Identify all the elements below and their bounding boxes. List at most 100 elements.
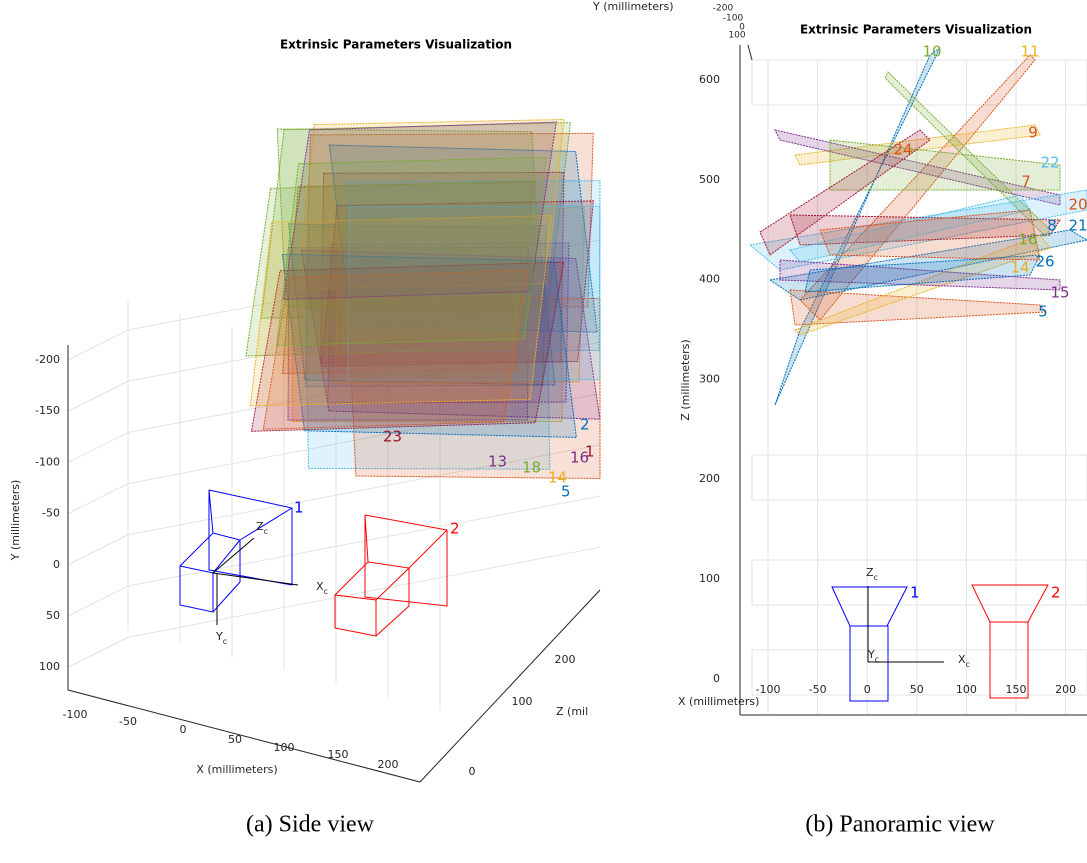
axis-subscript: c xyxy=(875,655,879,664)
calibration-plane xyxy=(789,214,1061,246)
caption: (b) Panoramic view xyxy=(805,812,995,838)
y-tick-label: -200 xyxy=(35,353,60,366)
plane-label: 9 xyxy=(1028,124,1038,142)
calibration-plane xyxy=(320,200,594,367)
plane-label: 1 xyxy=(585,443,595,461)
calibration-plane xyxy=(304,132,594,310)
calibration-plane xyxy=(799,54,1036,321)
axis-letter: X xyxy=(316,580,324,593)
camera-box xyxy=(849,625,889,702)
calibration-plane xyxy=(300,249,601,420)
calibration-plane xyxy=(282,121,557,300)
x-axis-label: X (millimeters) xyxy=(678,695,759,708)
z-tick-label: 300 xyxy=(699,372,720,385)
plane-label: 16 xyxy=(570,449,589,467)
calibration-plane xyxy=(250,261,565,432)
calibration-plane xyxy=(804,254,1041,293)
x-tick-label: 150 xyxy=(328,748,349,761)
x-tick-label: -100 xyxy=(756,683,781,696)
plane-label: 15 xyxy=(1050,284,1069,302)
plane-label: 8 xyxy=(1047,217,1057,235)
x-tick-label: -50 xyxy=(809,683,827,696)
grid-line xyxy=(127,393,601,485)
z-tick-label: 200 xyxy=(699,472,720,485)
y-tick-label: -100 xyxy=(723,14,744,24)
z-axis-label: Z (millimeters) xyxy=(679,339,692,420)
x-tick-label: 0 xyxy=(180,723,187,736)
axis-subscript: c xyxy=(223,637,227,646)
axis-subscript: c xyxy=(324,587,328,596)
calibration-plane xyxy=(794,234,1051,336)
plane-label: 5 xyxy=(561,483,571,501)
plane-label: 23 xyxy=(383,428,402,446)
axis-letter: X xyxy=(958,653,966,666)
camera-axis-label: Zc xyxy=(256,520,268,536)
calibration-plane xyxy=(884,71,1051,237)
camera-label: 2 xyxy=(1051,584,1061,602)
axis-letter: Y xyxy=(215,630,223,643)
axis-subscript: c xyxy=(264,527,268,536)
camera-edge xyxy=(364,514,369,563)
plane-label: 13 xyxy=(488,453,507,471)
plane-label: 5 xyxy=(1038,303,1048,321)
calibration-plane xyxy=(281,253,577,438)
calibration-plane xyxy=(296,118,565,290)
grid-line xyxy=(67,534,129,566)
x-tick-label: 0 xyxy=(864,683,871,696)
grid-line xyxy=(67,483,129,515)
z-tick-label: 200 xyxy=(555,653,576,666)
calibration-plane xyxy=(774,129,1061,206)
grid-line xyxy=(127,239,601,331)
y-tick-label: 0 xyxy=(739,23,745,33)
cameras xyxy=(179,489,1049,702)
calibration-plane xyxy=(759,129,931,256)
z-tick-label: 400 xyxy=(699,273,720,286)
grid-box xyxy=(751,649,1087,696)
camera-axis-label: Xc xyxy=(316,580,328,596)
camera-label: 2 xyxy=(450,520,460,538)
x-axis-label: X (millimeters) xyxy=(196,763,277,776)
grid-line xyxy=(127,341,601,433)
calibration-plane xyxy=(334,207,586,385)
y-axis-label: Y (millimeters) xyxy=(9,480,22,562)
plane-label: 18 xyxy=(522,459,541,477)
plane-label: 24 xyxy=(893,141,912,159)
calibration-plane xyxy=(305,225,547,387)
camera-axis-label: Yc xyxy=(867,648,879,664)
grid-line xyxy=(67,380,129,412)
y-tick-label: 50 xyxy=(46,609,60,622)
planes xyxy=(245,47,1087,480)
plane-label: 11 xyxy=(1020,43,1039,61)
calibration-plane xyxy=(819,209,1041,261)
calibration-plane xyxy=(829,139,1061,191)
camera-edge xyxy=(208,489,214,534)
calibration-plane xyxy=(774,47,941,406)
grid-line xyxy=(127,444,601,536)
calibration-plane xyxy=(342,180,601,353)
plane-label: 2 xyxy=(580,416,590,434)
camera-box xyxy=(989,621,1029,699)
plane-label: 26 xyxy=(1035,253,1054,271)
camera-axis-label: Xc xyxy=(958,653,970,669)
y-tick-label: 0 xyxy=(53,558,60,571)
x-tick-label: -100 xyxy=(63,708,88,721)
axis-letter: Z xyxy=(866,566,874,579)
x-tick-label: 50 xyxy=(228,733,242,746)
grid-line xyxy=(127,495,601,587)
panel-title: Extrinsic Parameters Visualization xyxy=(280,38,512,52)
camera-label: 1 xyxy=(294,499,304,517)
calibration-plane xyxy=(328,144,598,333)
y-tick-label: -150 xyxy=(35,404,60,417)
z-tick-label: 100 xyxy=(699,572,720,585)
plane-label: 16 xyxy=(1018,231,1037,249)
plane-label: 14 xyxy=(548,469,567,487)
x-tick-label: -50 xyxy=(119,715,137,728)
camera-frustum xyxy=(971,584,1049,623)
plane-label: 10 xyxy=(922,43,941,61)
grid xyxy=(67,44,1087,783)
calibration-plane xyxy=(262,269,530,430)
camera-box xyxy=(334,561,410,637)
x-tick-label: 50 xyxy=(910,683,924,696)
z-tick-label: 500 xyxy=(699,173,720,186)
grid-line xyxy=(127,546,601,638)
